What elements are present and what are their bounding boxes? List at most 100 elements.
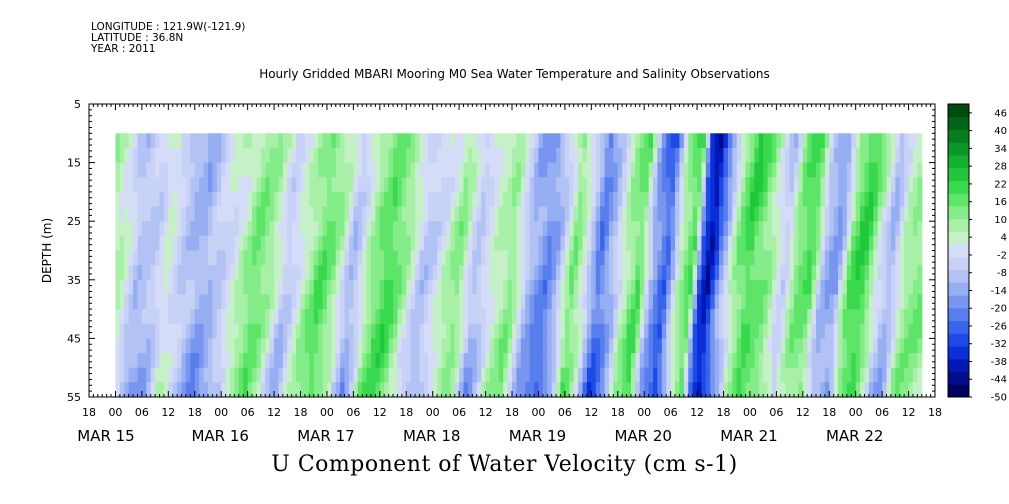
heatmap-cell (168, 265, 174, 281)
heatmap-cell (340, 338, 346, 354)
heatmap-cell (868, 133, 874, 149)
heatmap-cell (428, 250, 434, 266)
heatmap-cell (362, 206, 368, 222)
heatmap-cell (274, 133, 280, 149)
heatmap-cell (644, 191, 650, 208)
heatmap-cell (256, 133, 262, 149)
heatmap-cell (648, 265, 654, 281)
heatmap-cell (912, 162, 918, 178)
heatmap-cell (494, 382, 500, 398)
heatmap-cell (450, 221, 456, 237)
heatmap-cell (331, 235, 337, 252)
heatmap-cell (560, 294, 566, 310)
heatmap-cell (340, 235, 346, 252)
heatmap-cell (155, 338, 161, 354)
heatmap-cell (648, 294, 654, 310)
heatmap-cell (212, 353, 218, 369)
heatmap-cell (899, 309, 905, 325)
heatmap-cell (366, 338, 372, 354)
heatmap-cell (917, 323, 923, 339)
heatmap-cell (767, 133, 773, 149)
heatmap-cell (357, 309, 363, 325)
heatmap-cell (816, 353, 822, 369)
heatmap-cell (578, 309, 584, 325)
heatmap-cell (767, 382, 773, 398)
heatmap-cell (304, 221, 310, 237)
heatmap-cell (595, 265, 601, 281)
heatmap-cell (802, 162, 808, 178)
heatmap-cell (225, 338, 231, 354)
heatmap-cell (287, 309, 293, 325)
heatmap-cell (639, 338, 645, 354)
heatmap-cell (525, 147, 531, 164)
heatmap-cell (547, 367, 553, 383)
heatmap-cell (221, 367, 227, 383)
heatmap-cell (159, 191, 165, 208)
heatmap-cell (384, 147, 390, 164)
heatmap-cell (767, 206, 773, 222)
heatmap-cell (534, 309, 540, 325)
heatmap-cell (816, 294, 822, 310)
heatmap-cell (626, 382, 632, 398)
heatmap-cell (895, 221, 901, 237)
heatmap-cell (419, 309, 425, 325)
heatmap-cell (322, 338, 328, 354)
heatmap-cell (353, 162, 359, 178)
heatmap-cell (600, 177, 606, 193)
heatmap-cell (749, 221, 755, 237)
heatmap-cell (393, 353, 399, 369)
heatmap-cell (340, 221, 346, 237)
heatmap-cell (613, 353, 619, 369)
heatmap-cell (556, 382, 562, 398)
heatmap-cell (630, 206, 636, 222)
heatmap-cell (247, 279, 253, 296)
heatmap-cell (366, 133, 372, 149)
heatmap-cell (326, 250, 332, 266)
heatmap-cell (846, 294, 852, 310)
heatmap-cell (476, 235, 482, 252)
heatmap-cell (714, 309, 720, 325)
heatmap-cell (221, 235, 227, 252)
heatmap-cell (622, 162, 628, 178)
heatmap-cell (512, 323, 518, 339)
heatmap-cell (269, 177, 275, 193)
heatmap-cell (622, 191, 628, 208)
heatmap-cell (415, 382, 421, 398)
heatmap-cell (771, 133, 777, 149)
heatmap-cell (824, 147, 830, 164)
heatmap-cell (855, 338, 861, 354)
heatmap-cell (309, 294, 315, 310)
heatmap-cell (216, 221, 222, 237)
heatmap-cell (635, 235, 641, 252)
heatmap-cell (807, 294, 813, 310)
heatmap-cell (745, 265, 751, 281)
heatmap-cell (600, 294, 606, 310)
heatmap-cell (600, 162, 606, 178)
heatmap-cell (291, 367, 297, 383)
heatmap-cell (639, 309, 645, 325)
colorbar-label: 28 (994, 162, 1007, 173)
heatmap-cell (873, 294, 879, 310)
heatmap-cell (794, 353, 800, 369)
heatmap-cell (794, 206, 800, 222)
heatmap-cell (410, 323, 416, 339)
heatmap-cell (529, 265, 535, 281)
heatmap-cell (534, 279, 540, 296)
heatmap-cell (882, 279, 888, 296)
heatmap-cell (829, 279, 835, 296)
heatmap-cell (234, 162, 240, 178)
heatmap-cell (318, 162, 324, 178)
heatmap-cell (137, 191, 143, 208)
heatmap-cell (789, 191, 795, 208)
heatmap-cell (873, 279, 879, 296)
heatmap-cell (666, 221, 672, 237)
heatmap-cell (428, 265, 434, 281)
heatmap-cell (384, 353, 390, 369)
heatmap-cell (534, 367, 540, 383)
heatmap-cell (758, 235, 764, 252)
heatmap-cell (732, 235, 738, 252)
heatmap-cell (551, 323, 557, 339)
heatmap-cell (701, 353, 707, 369)
heatmap-cell (534, 382, 540, 398)
heatmap-cell (899, 279, 905, 296)
